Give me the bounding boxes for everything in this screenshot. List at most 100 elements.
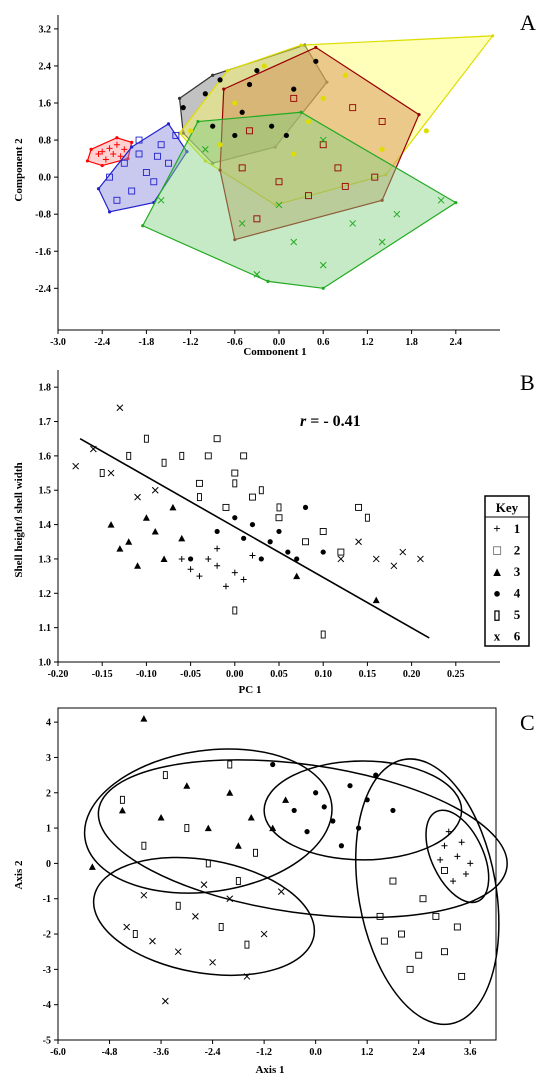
panel-a-point-series-2 [128, 187, 136, 195]
panel-b-point-series-3 [134, 562, 142, 569]
panel-b-point-series-6 [337, 555, 345, 563]
panel-a-ytick-label: -0.8 [35, 210, 51, 221]
panel-a-hull-vertex [100, 163, 104, 168]
panel-a-hull-vertex [218, 168, 222, 172]
panel-b-point-series-5 [232, 479, 238, 488]
panel-a-hull-vertex [299, 43, 303, 47]
panel-c-letter: C [520, 710, 535, 735]
panel-b-ytick-label: 1.4 [39, 520, 52, 531]
panel-a-point-series-4 [423, 128, 429, 134]
panel-a-point-series-5 [341, 182, 349, 190]
panel-c-point-series-6 [209, 958, 216, 966]
panel-b-ytick-label: 1.7 [39, 417, 52, 428]
panel-c-point-series-2 [389, 877, 397, 885]
panel-c-point-series-1 [454, 853, 461, 860]
panel-c-point-series-6 [140, 891, 148, 899]
panel-c-point-series-4 [304, 829, 310, 835]
panel-b-ytick-label: 1.0 [39, 658, 52, 669]
panel-b-point-series-3 [178, 534, 186, 542]
panel-a-hull-vertex [266, 279, 270, 283]
panel-b-point-series-1 [214, 562, 221, 569]
legend-symbol-2: □ [493, 543, 501, 558]
panel-c-point-series-5 [175, 901, 181, 910]
panel-a-point-series-5 [378, 118, 386, 125]
panel-b-point-series-3 [107, 521, 115, 528]
panel-c-point-series-5 [235, 877, 241, 886]
panel-c-point-series-3 [282, 796, 290, 803]
panel-b-point-series-1 [187, 566, 194, 573]
panel-b-point-series-2 [222, 503, 230, 511]
panel-b-point-series-1 [249, 552, 256, 559]
panel-a-point-series-5 [290, 94, 298, 102]
legend-title: Key [496, 500, 519, 515]
panel-a-hull-vertex [177, 96, 182, 100]
panel-a-point-series-4 [342, 72, 348, 78]
panel-b-regression-line [79, 438, 430, 639]
panel-a-point-series-3 [254, 67, 260, 74]
panel-a-hull-vertex [454, 201, 458, 205]
panel-b-xtick-label: 0.15 [359, 669, 377, 680]
panel-b-point-series-2 [355, 503, 363, 511]
panel-a-point-series-5 [349, 104, 357, 112]
panel-a-point-series-1 [113, 141, 120, 148]
panel-a-hull-vertex [384, 173, 388, 177]
panel-b-letter: B [520, 370, 535, 395]
panel-b-ytick-label: 1.1 [39, 623, 52, 634]
panel-c-ellipse-4 [263, 760, 463, 861]
panel-c-point-series-1 [458, 839, 465, 846]
panel-b-ytick-label: 1.3 [39, 554, 52, 565]
panel-b-point-series-5 [99, 469, 105, 478]
panel-c-point-series-4 [270, 761, 276, 768]
panel-b-point-series-1 [231, 569, 238, 576]
panel-b-point-series-4 [267, 539, 273, 545]
panel-c-point-series-4 [338, 843, 345, 849]
panel-a-hull-vertex [380, 198, 384, 202]
panel-a-point-series-5 [238, 164, 246, 172]
panel-b-point-series-3 [160, 555, 168, 562]
panel-a-hull-vertex [130, 145, 134, 149]
panel-a-xtick-label: -3.0 [50, 337, 66, 348]
panel-c-point-series-2 [453, 923, 461, 931]
legend-label-6: 6 [514, 629, 521, 644]
panel-a-point-series-6 [349, 220, 357, 227]
panel-a-hull-vertex [181, 131, 185, 135]
panel-a-point-series-5 [334, 164, 342, 172]
panel-c-ytick-label: 1 [46, 824, 51, 835]
panel-c-ellipse-5 [354, 758, 500, 1026]
panel-c-point-series-1 [450, 878, 457, 885]
panel-c-point-series-6 [174, 948, 182, 956]
panel-a-point-series-6 [253, 271, 261, 278]
panel-a-point-series-1 [106, 145, 113, 152]
panel-b-point-series-3 [169, 503, 177, 511]
panel-a-ytick-label: 0.8 [39, 136, 52, 147]
panel-a-xtick-label: -1.2 [183, 337, 199, 348]
panel-a-xtick-label: -1.8 [138, 337, 154, 348]
panel-c-point-series-6 [149, 937, 156, 945]
panel-a-point-series-5 [246, 127, 253, 135]
panel-c-ytick-label: 2 [46, 788, 51, 799]
panel-c-point-series-2 [441, 948, 448, 956]
panel-a-hull-vertex [107, 210, 112, 214]
panel-b-ytick-label: 1.6 [39, 451, 52, 462]
panel-c-point-series-2 [398, 930, 405, 938]
panel-a-hull-vertex [273, 145, 277, 149]
panel-a-point-series-6 [201, 145, 209, 153]
panel-a-point-series-5 [275, 178, 283, 186]
panel-c-point-series-4 [347, 783, 353, 789]
panel-a-hull-vertex [325, 80, 329, 84]
panel-b-xlabel: PC 1 [239, 684, 262, 696]
panel-b-xtick-label: 0.20 [403, 669, 421, 680]
panel-a-letter: A [520, 10, 536, 35]
panel-b-point-series-3 [142, 514, 150, 521]
panel-c-point-series-1 [462, 871, 469, 877]
panel-c-ytick-label: -3 [43, 965, 51, 976]
panel-b-point-series-6 [399, 548, 407, 556]
panel-c-point-series-6 [277, 888, 285, 896]
panel-b-point-series-4 [188, 556, 194, 562]
legend-label-5: 5 [514, 607, 521, 622]
panel-c-point-series-5 [162, 771, 168, 780]
panel-a-hull-vertex [166, 122, 171, 126]
panel-c-ytick-label: 0 [46, 859, 51, 870]
panel-a-point-series-3 [291, 86, 297, 92]
panel-a-hull-vertex [314, 45, 318, 50]
